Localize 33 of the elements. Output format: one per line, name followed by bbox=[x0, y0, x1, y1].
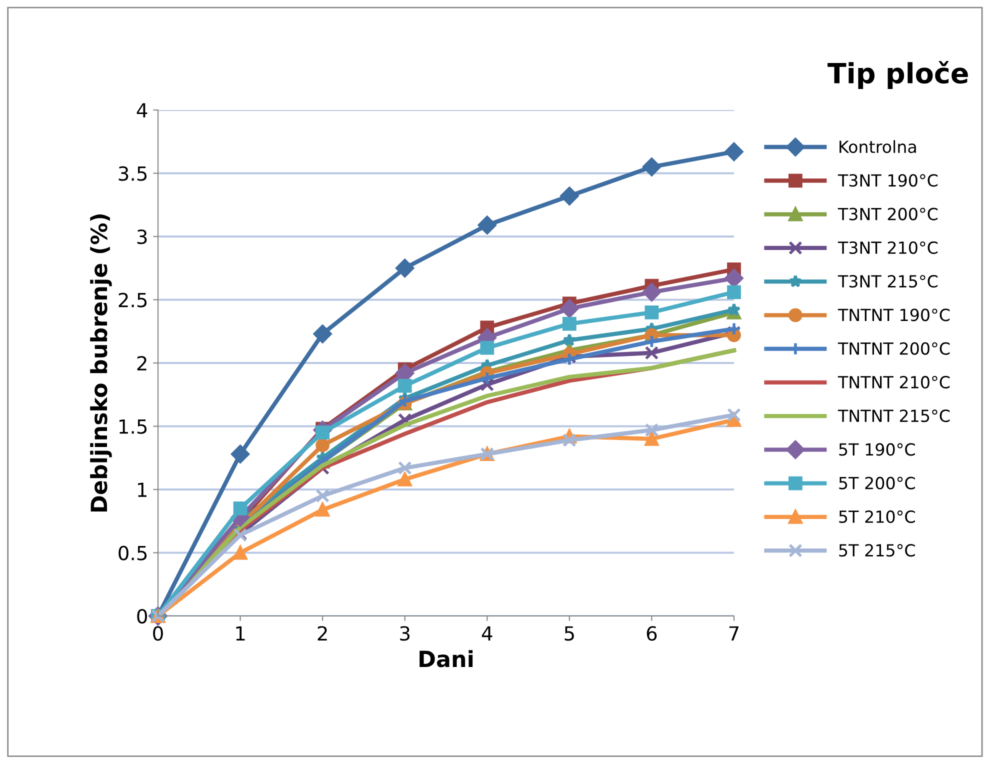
y-tick-label: 2 bbox=[137, 356, 146, 370]
x-tick-label: 1 bbox=[236, 626, 245, 640]
legend-label: 5T 210°C bbox=[839, 510, 915, 524]
legend-label: 5T 190°C bbox=[839, 443, 915, 456]
legend-label: T3NT 210°C bbox=[838, 241, 938, 254]
x-tick-label: 6 bbox=[646, 626, 657, 641]
legend-label: T3NT 215°C bbox=[838, 274, 938, 288]
x-tick-label: 4 bbox=[482, 626, 492, 640]
legend-label: T3NT 190°C bbox=[838, 174, 938, 187]
legend-label: 5T 200°C bbox=[839, 476, 915, 490]
legend-title: Tip ploče bbox=[828, 61, 968, 89]
x-tick-label: 5 bbox=[564, 626, 574, 641]
legend-label: Kontrolna bbox=[840, 140, 916, 154]
legend-label: TNTNT 210°C bbox=[838, 376, 950, 388]
y-tick-label: 1 bbox=[138, 482, 146, 497]
legend-label: TNTNT 190°C bbox=[838, 308, 950, 322]
legend-label: T3NT 200°C bbox=[838, 208, 938, 220]
y-tick-label: 4 bbox=[136, 103, 148, 118]
y-tick-label: 3 bbox=[137, 229, 147, 244]
y-tick-label: 0.5 bbox=[118, 546, 147, 560]
x-tick-label: 7 bbox=[729, 626, 739, 640]
y-tick-label: 1.5 bbox=[119, 419, 147, 434]
y-tick-label: 0 bbox=[137, 608, 147, 624]
y-axis-title: Debljinsko bubrenje (%) bbox=[90, 214, 112, 512]
legend-label: 5T 215°C bbox=[839, 544, 915, 557]
y-tick-label: 3.5 bbox=[118, 166, 147, 181]
legend-label: TNTNT 215°C bbox=[838, 410, 950, 422]
x-tick-label: 0 bbox=[153, 626, 163, 641]
x-tick-label: 3 bbox=[400, 626, 410, 641]
y-tick-label: 2.5 bbox=[118, 292, 147, 308]
x-tick-label: 2 bbox=[318, 626, 327, 640]
x-axis-title: Dani bbox=[420, 650, 473, 668]
legend-label: TNTNT 200°C bbox=[838, 342, 950, 355]
